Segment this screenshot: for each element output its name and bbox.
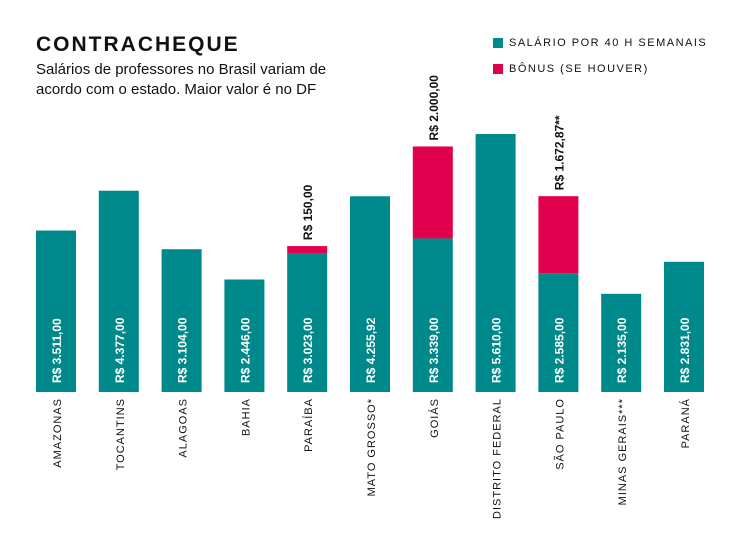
category-label: AMAZONAS [52,398,64,468]
legend-item-bonus: BÔNUS (SE HOUVER) [493,61,707,77]
bar-value-label: R$ 2.446,00 [238,317,252,383]
category-label: MATO GROSSO* [366,398,378,496]
bar-value-label: R$ 3.339,00 [427,317,441,383]
category-label: MINAS GERAIS*** [617,398,629,505]
legend: SALÁRIO POR 40 H SEMANAIS BÔNUS (SE HOUV… [493,35,707,87]
legend-swatch-bonus [493,64,503,74]
bar-value-label: R$ 2.831,00 [678,317,692,383]
bar-salary [224,279,265,392]
bar-bonus [538,196,579,274]
bar-value-label: R$ 4.377,00 [113,317,127,383]
legend-label-salary: SALÁRIO POR 40 H SEMANAIS [509,37,708,49]
bar-salary [350,196,390,392]
bonus-value-label: R$ 1.672,87** [552,115,566,190]
category-label: BAHIA [240,398,252,436]
category-label: PARAÍBA [302,398,315,452]
bar-bonus [287,246,328,253]
bonus-value-label: R$ 2.000,00 [427,75,441,141]
bar-value-label: R$ 3.104,00 [176,317,190,383]
category-label: GOIÁS [428,398,441,438]
bar-salary [475,134,516,392]
category-label: PARANÁ [679,398,692,448]
legend-swatch-salary [493,38,503,48]
bar-salary [287,252,328,392]
bar-value-label: R$ 4.255,92 [364,317,378,383]
bar-salary [161,249,202,392]
chart-subtitle: Salários de professores no Brasil variam… [36,61,327,98]
chart-title: CONTRACHEQUE [36,33,240,56]
legend-item-salary: SALÁRIO POR 40 H SEMANAIS [493,35,707,51]
category-label: ALAGOAS [178,398,190,458]
category-label: TOCANTINS [115,398,127,470]
bar-value-label: R$ 2.135,00 [615,317,629,383]
bar-value-label: R$ 2.585,00 [552,317,566,383]
category-label: DISTRITO FEDERAL [492,398,504,519]
bar-value-label: R$ 3.511,00 [50,318,64,383]
bar-value-label: R$ 5.610,00 [490,317,504,383]
bar-salary [538,273,579,392]
bar-salary [412,238,453,392]
bar-salary [36,230,76,392]
category-label: SÃO PAULO [553,398,566,470]
bar-value-label: R$ 3.023,00 [301,317,315,383]
legend-label-bonus: BÔNUS (SE HOUVER) [509,63,649,75]
bar-salary [98,190,139,392]
bonus-value-label: R$ 150,00 [301,184,315,240]
bar-bonus [412,146,453,239]
bar-salary [601,293,642,392]
bar-salary [664,261,704,392]
